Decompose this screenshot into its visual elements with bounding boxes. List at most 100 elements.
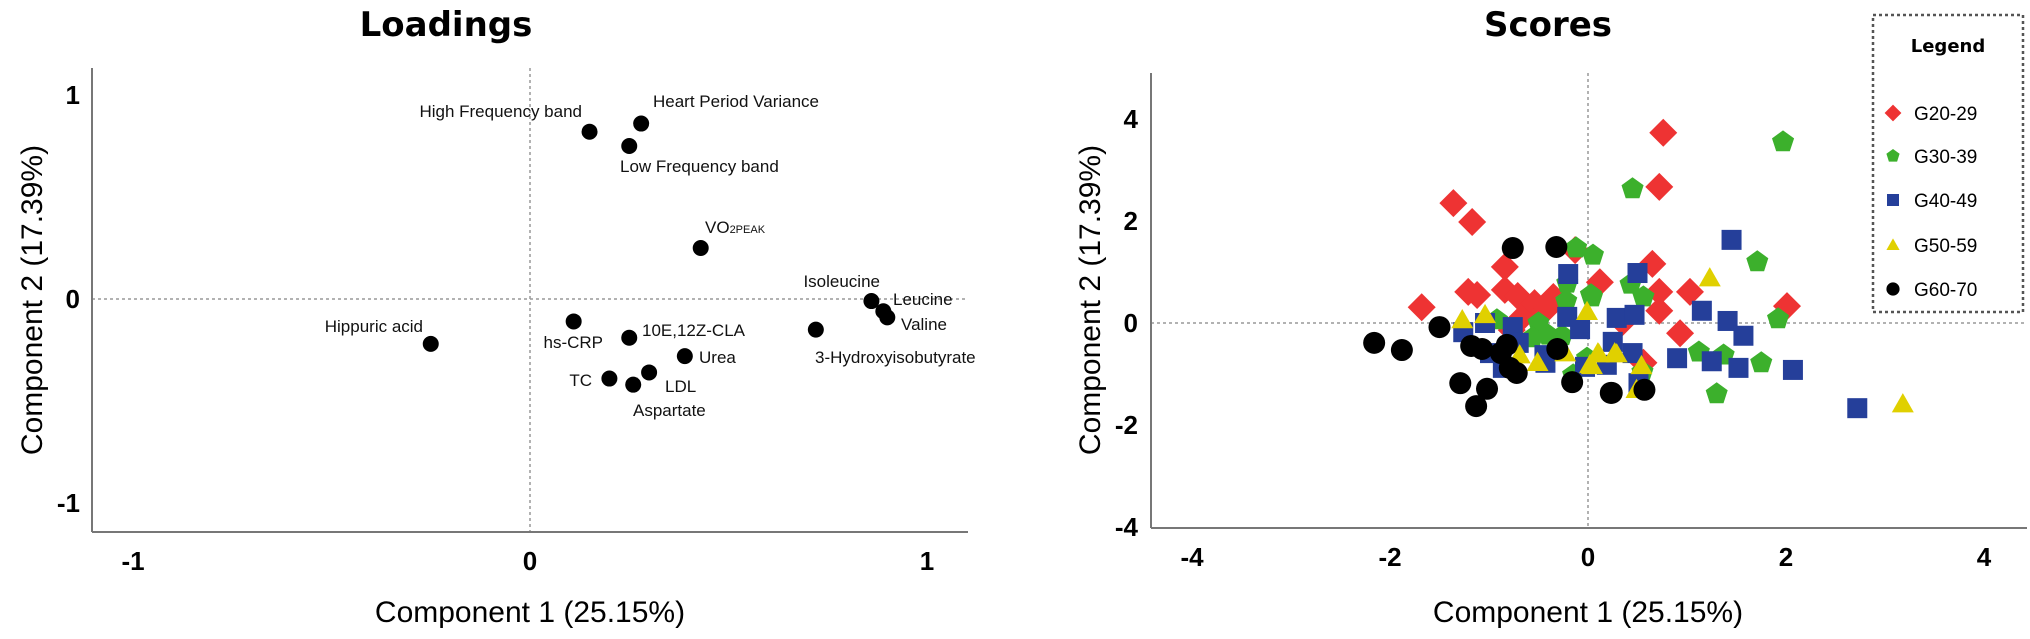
scores-y-axis-title: Component 2 (17.39%) [1074,145,1107,455]
score-point[interactable] [1772,130,1795,152]
legend-item[interactable]: G30-39 [1886,147,1977,168]
score-point[interactable] [1624,304,1645,325]
legend-item[interactable]: G20-29 [1884,104,1978,125]
score-point[interactable] [1733,325,1754,346]
score-point[interactable] [1505,361,1528,384]
score-point[interactable] [1701,351,1722,372]
score-point[interactable] [1728,357,1749,378]
series-G60-70 [1363,236,1656,418]
score-point[interactable] [1891,393,1914,413]
score-point[interactable] [1717,310,1738,331]
score-point[interactable] [1621,177,1644,199]
legend: Legend G20-29 G30-39 G40-49 G50-59 G60-70 [1871,13,2025,314]
score-point[interactable] [1649,118,1678,147]
score-point[interactable] [1546,338,1569,361]
loading-point[interactable] [692,240,709,256]
score-point[interactable] [1691,300,1712,321]
legend-box [1871,13,2025,314]
score-point[interactable] [1630,354,1653,375]
loading-label: 3-Hydroxyisobutyrate [815,348,976,367]
loading-point[interactable] [633,115,650,132]
score-point[interactable] [1675,277,1704,306]
score-point[interactable] [1458,208,1487,237]
score-point[interactable] [1605,343,1628,363]
score-point[interactable] [1545,236,1568,259]
loading-label: High Frequency band [419,102,582,121]
score-point[interactable] [1847,398,1868,419]
loading-point[interactable] [422,335,439,352]
loading-label: Low Frequency band [620,157,779,176]
score-point[interactable] [1526,351,1549,372]
score-point[interactable] [1565,236,1588,258]
loading-point[interactable] [807,321,824,338]
score-point[interactable] [1705,382,1728,404]
score-point[interactable] [1606,307,1627,328]
score-point[interactable] [1363,331,1386,354]
y-tick-label: 0 [1124,308,1138,338]
loading-point[interactable] [676,348,693,365]
score-point[interactable] [1463,280,1492,309]
score-point[interactable] [1555,289,1578,311]
triangle-icon [1886,238,1900,250]
legend-items: G20-29 G30-39 G40-49 G50-59 G60-70 [1884,104,1978,301]
loading-point[interactable] [625,376,642,393]
score-point[interactable] [1576,300,1599,321]
score-point[interactable] [1746,250,1769,272]
diamond-icon [1884,104,1902,122]
score-point[interactable] [1580,285,1603,307]
score-point[interactable] [1645,172,1674,201]
x-tick-label: -1 [121,546,144,576]
score-point[interactable] [1698,267,1721,287]
score-point[interactable] [1561,371,1584,394]
loading-label: VO2PEAK [705,218,766,237]
legend-item[interactable]: G50-59 [1886,236,1977,257]
x-tick-label: 1 [920,546,934,576]
score-point[interactable] [1501,237,1524,260]
score-point[interactable] [1600,381,1623,404]
score-point[interactable] [1390,339,1413,362]
score-point[interactable] [1476,377,1499,400]
score-point[interactable] [1627,263,1648,284]
pentagon-icon [1886,149,1900,162]
score-point[interactable] [1439,189,1468,218]
loading-point[interactable] [863,293,880,310]
loading-point[interactable] [621,138,638,154]
legend-item[interactable]: G60-70 [1886,280,1977,301]
score-point[interactable] [1465,395,1488,418]
score-point[interactable] [1666,319,1695,348]
score-point[interactable] [1632,285,1655,307]
scores-y-ticks: -4 -2 0 2 4 [1115,104,1139,542]
score-point[interactable] [1428,316,1451,339]
score-point[interactable] [1570,319,1591,340]
score-point[interactable] [1622,343,1643,364]
square-icon [1887,194,1899,206]
loading-point[interactable] [565,313,582,330]
score-point[interactable] [1667,348,1688,369]
score-point[interactable] [1451,308,1474,329]
legend-item[interactable]: G40-49 [1887,191,1977,212]
score-point[interactable] [1581,243,1604,265]
score-point[interactable] [1490,252,1519,281]
loading-point[interactable] [601,370,618,387]
score-point[interactable] [1471,338,1494,361]
score-point[interactable] [1767,307,1790,329]
loading-point[interactable] [621,329,638,346]
scores-x-ticks: -4 -2 0 2 4 [1180,542,1991,572]
loading-point[interactable] [641,364,658,381]
score-point[interactable] [1449,372,1472,395]
legend-label: G20-29 [1914,104,1977,125]
score-point[interactable] [1407,293,1436,322]
score-point[interactable] [1633,378,1656,401]
score-point[interactable] [1721,229,1742,250]
score-point[interactable] [1580,354,1603,375]
loading-label: Hippuric acid [325,317,423,336]
score-point[interactable] [1645,296,1674,325]
score-point[interactable] [1558,264,1579,285]
circle-icon [1886,282,1900,296]
score-point[interactable] [1782,359,1803,380]
score-point[interactable] [1502,317,1523,338]
loading-point[interactable] [879,309,896,326]
loading-point[interactable] [581,123,598,140]
score-point[interactable] [1474,303,1497,324]
score-point[interactable] [1750,351,1773,373]
